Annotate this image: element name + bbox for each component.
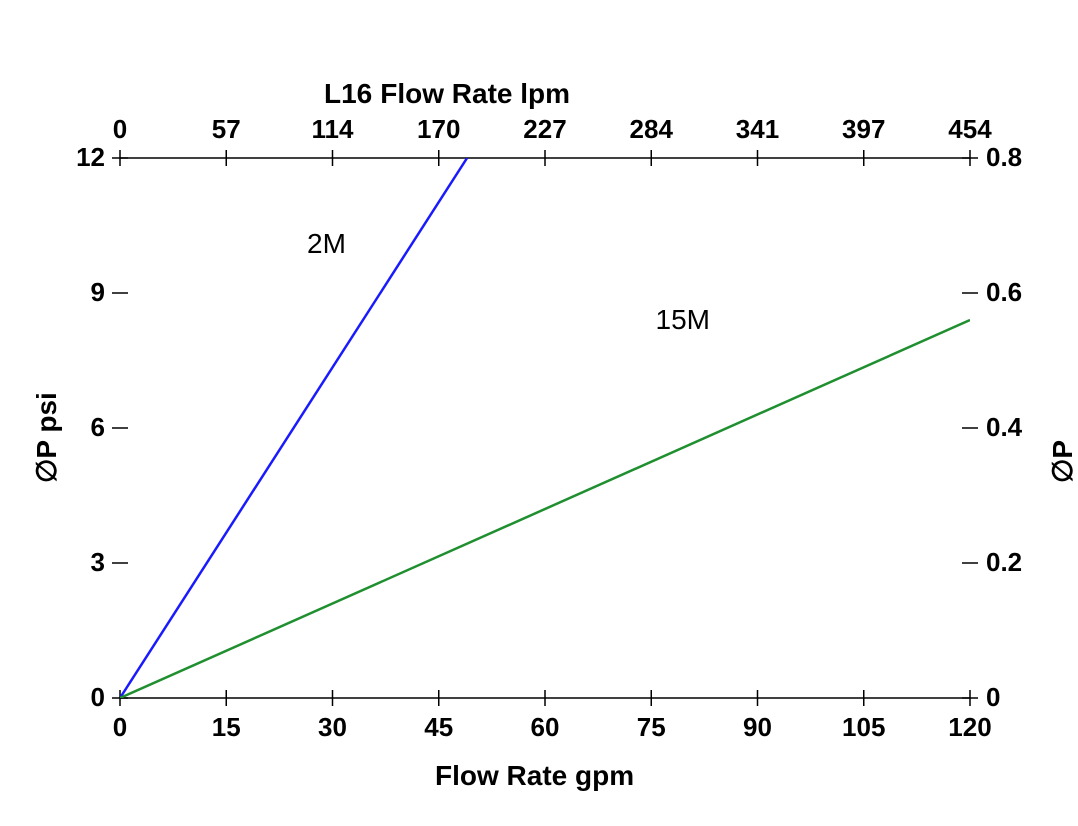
yright-tick-2: 0.4 <box>986 412 1046 443</box>
xbot-tick-7: 105 <box>834 712 894 743</box>
xtop-tick-8: 454 <box>940 114 1000 145</box>
yright-tick-4: 0.8 <box>986 142 1046 173</box>
xbot-tick-0: 0 <box>90 712 150 743</box>
top-axis-title: L16 Flow Rate lpm <box>324 78 570 110</box>
yleft-tick-3: 9 <box>50 277 105 308</box>
yright-tick-3: 0.6 <box>986 277 1046 308</box>
xtop-tick-3: 170 <box>409 114 469 145</box>
series-15M <box>120 320 970 698</box>
xtop-tick-7: 397 <box>834 114 894 145</box>
yright-tick-0: 0 <box>986 682 1046 713</box>
xbot-tick-6: 90 <box>728 712 788 743</box>
yright-tick-1: 0.2 <box>986 547 1046 578</box>
xbot-tick-8: 120 <box>940 712 1000 743</box>
top-axis-title-prefix: L16 <box>324 78 372 109</box>
x-bottom-label: Flow Rate gpm <box>435 760 634 792</box>
xtop-tick-4: 227 <box>515 114 575 145</box>
series-label-15M: 15M <box>656 304 710 336</box>
top-axis-title-text: Flow Rate lpm <box>380 78 570 109</box>
xtop-tick-0: 0 <box>90 114 150 145</box>
xbot-tick-2: 30 <box>303 712 363 743</box>
xbot-tick-3: 45 <box>409 712 469 743</box>
xtop-tick-1: 57 <box>196 114 256 145</box>
xtop-tick-5: 284 <box>621 114 681 145</box>
series-label-2M: 2M <box>307 228 346 260</box>
y-left-label: ∅P psi <box>30 392 63 483</box>
xtop-tick-6: 341 <box>728 114 788 145</box>
series-2M <box>120 158 467 698</box>
y-right-label: ∅P bar <box>1046 439 1078 483</box>
yleft-tick-1: 3 <box>50 547 105 578</box>
xtop-tick-2: 114 <box>303 114 363 145</box>
xbot-tick-5: 75 <box>621 712 681 743</box>
xbot-tick-1: 15 <box>196 712 256 743</box>
yleft-tick-0: 0 <box>50 682 105 713</box>
xbot-tick-4: 60 <box>515 712 575 743</box>
yleft-tick-4: 12 <box>50 142 105 173</box>
